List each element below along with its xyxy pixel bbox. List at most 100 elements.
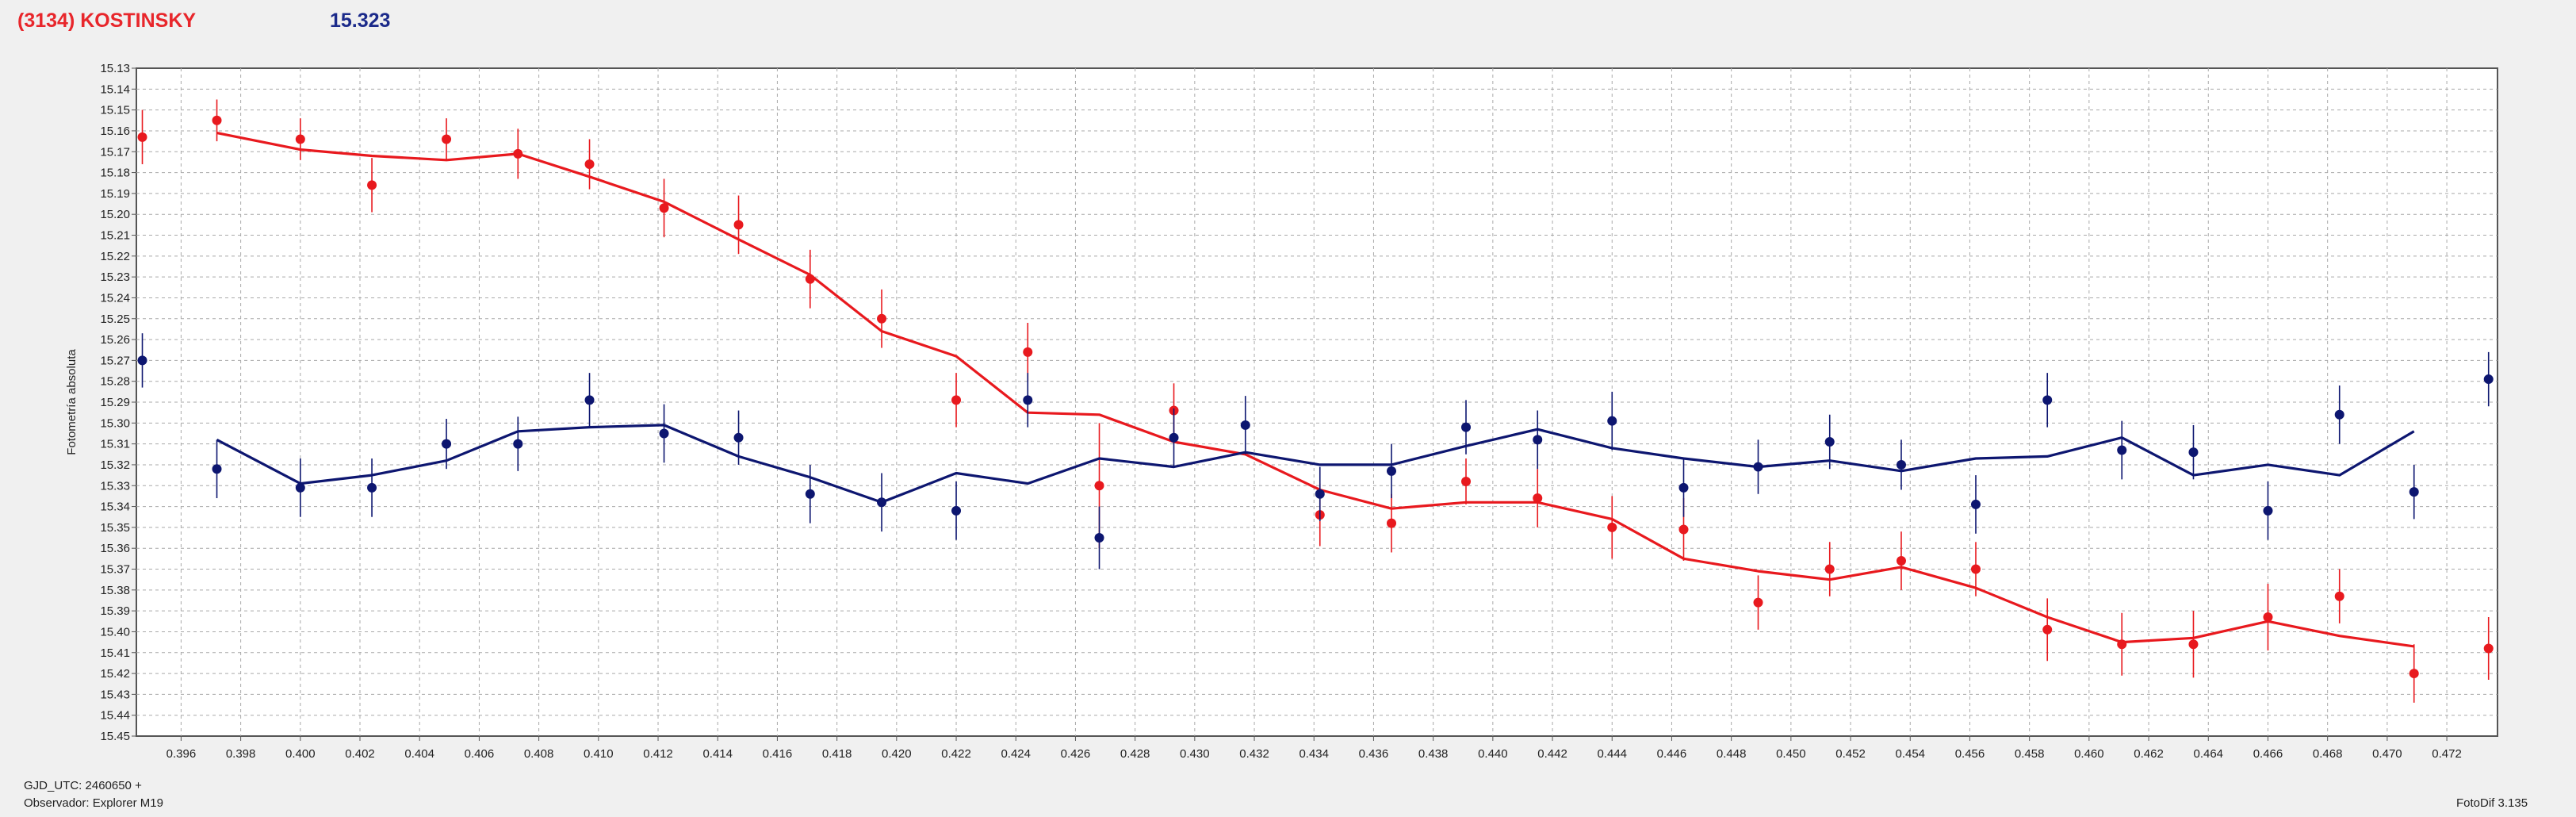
x-tick-label: 0.444 bbox=[1597, 747, 1627, 761]
data-point bbox=[1533, 493, 1543, 504]
data-point bbox=[2188, 447, 2199, 458]
data-point bbox=[1753, 597, 1763, 608]
y-tick-label: 15.35 bbox=[100, 521, 130, 535]
data-point bbox=[2117, 445, 2127, 455]
y-tick-label: 15.17 bbox=[100, 145, 130, 159]
y-tick-label: 15.37 bbox=[100, 563, 130, 577]
data-point bbox=[2483, 374, 2494, 385]
gjd-label: GJD_UTC: 2460650 + bbox=[24, 779, 142, 792]
grid-lines bbox=[136, 68, 2498, 736]
y-tick-label: 15.32 bbox=[100, 458, 130, 472]
x-tick-label: 0.428 bbox=[1120, 747, 1150, 761]
data-point bbox=[1896, 459, 1906, 470]
x-tick-label: 0.418 bbox=[822, 747, 852, 761]
y-tick-label: 15.39 bbox=[100, 604, 130, 618]
data-point bbox=[659, 428, 669, 439]
data-point bbox=[137, 355, 147, 366]
y-tick-label: 15.40 bbox=[100, 625, 130, 639]
x-tick-label: 0.438 bbox=[1418, 747, 1449, 761]
data-series bbox=[137, 99, 2494, 703]
x-tick-label: 0.470 bbox=[2372, 747, 2402, 761]
x-tick-label: 0.436 bbox=[1359, 747, 1389, 761]
data-point bbox=[137, 132, 147, 142]
data-point bbox=[733, 220, 744, 230]
data-point bbox=[1678, 482, 1689, 493]
y-tick-label: 15.36 bbox=[100, 542, 130, 555]
data-point bbox=[733, 432, 744, 443]
x-tick-label: 0.416 bbox=[763, 747, 793, 761]
y-axis-label: Fotometría absoluta bbox=[65, 349, 78, 455]
data-point bbox=[2409, 487, 2419, 497]
data-point bbox=[1753, 462, 1763, 472]
y-tick-label: 15.19 bbox=[100, 187, 130, 201]
data-point bbox=[1678, 524, 1689, 535]
data-point bbox=[1607, 522, 1617, 532]
y-tick-label: 15.43 bbox=[100, 688, 130, 701]
data-point bbox=[2409, 669, 2419, 679]
x-tick-label: 0.400 bbox=[285, 747, 316, 761]
x-tick-label: 0.414 bbox=[702, 747, 733, 761]
x-tick-label: 0.412 bbox=[643, 747, 673, 761]
x-tick-label: 0.402 bbox=[345, 747, 375, 761]
y-tick-label: 15.38 bbox=[100, 584, 130, 597]
x-tick-label: 0.406 bbox=[465, 747, 495, 761]
y-tick-label: 15.22 bbox=[100, 250, 130, 263]
x-tick-label: 0.452 bbox=[1835, 747, 1866, 761]
y-tick-label: 15.21 bbox=[100, 229, 130, 243]
x-tick-label: 0.450 bbox=[1776, 747, 1806, 761]
x-tick-label: 0.472 bbox=[2432, 747, 2462, 761]
x-tick-label: 0.432 bbox=[1239, 747, 1269, 761]
x-tick-label: 0.440 bbox=[1478, 747, 1508, 761]
data-point bbox=[442, 134, 452, 144]
y-tick-label: 15.14 bbox=[100, 82, 130, 96]
data-point bbox=[1607, 416, 1617, 426]
x-tick-label: 0.456 bbox=[1955, 747, 1985, 761]
data-point bbox=[1533, 435, 1543, 445]
x-tick-label: 0.410 bbox=[584, 747, 614, 761]
x-tick-label: 0.398 bbox=[226, 747, 256, 761]
x-tick-label: 0.464 bbox=[2193, 747, 2223, 761]
data-point bbox=[367, 482, 377, 493]
y-tick-label: 15.42 bbox=[100, 667, 130, 681]
x-tick-label: 0.448 bbox=[1717, 747, 1747, 761]
x-tick-label: 0.468 bbox=[2313, 747, 2343, 761]
version-label: FotoDif 3.135 bbox=[2456, 796, 2528, 810]
data-point bbox=[1240, 420, 1250, 430]
data-point bbox=[1824, 436, 1835, 447]
y-tick-label: 15.15 bbox=[100, 104, 130, 117]
x-tick-label: 0.424 bbox=[1001, 747, 1031, 761]
observer-label: Observador: Explorer M19 bbox=[24, 796, 163, 810]
y-tick-label: 15.31 bbox=[100, 438, 130, 451]
x-tick-label: 0.420 bbox=[882, 747, 912, 761]
y-tick-label: 15.44 bbox=[100, 709, 130, 723]
data-point bbox=[2483, 643, 2494, 654]
y-tick-label: 15.29 bbox=[100, 396, 130, 409]
y-tick-label: 15.28 bbox=[100, 375, 130, 389]
data-point bbox=[2042, 624, 2053, 635]
data-point bbox=[584, 159, 595, 170]
y-tick-label: 15.26 bbox=[100, 333, 130, 347]
data-point bbox=[2042, 395, 2053, 405]
x-tick-label: 0.426 bbox=[1061, 747, 1091, 761]
data-point bbox=[442, 439, 452, 449]
x-tick-label: 0.442 bbox=[1537, 747, 1567, 761]
data-point bbox=[1970, 499, 1981, 509]
y-tick-label: 15.30 bbox=[100, 416, 130, 430]
data-point bbox=[1387, 466, 1397, 476]
data-point bbox=[2334, 591, 2344, 601]
y-tick-label: 15.20 bbox=[100, 208, 130, 221]
data-point bbox=[877, 313, 887, 324]
y-tick-label: 15.13 bbox=[100, 62, 130, 75]
magnitude-value: 15.323 bbox=[330, 10, 391, 32]
data-point bbox=[1094, 481, 1104, 491]
x-tick-labels: 0.396 0.398 0.400 0.402 0.404 0.406 0.408 0.410… bbox=[167, 736, 2462, 761]
data-point bbox=[2188, 639, 2199, 650]
x-tick-label: 0.404 bbox=[404, 747, 434, 761]
data-point bbox=[2263, 612, 2273, 623]
data-point bbox=[1461, 422, 1472, 432]
data-point bbox=[212, 115, 222, 125]
y-tick-label: 15.34 bbox=[100, 501, 130, 514]
x-tick-label: 0.396 bbox=[167, 747, 197, 761]
y-tick-label: 15.24 bbox=[100, 291, 130, 305]
